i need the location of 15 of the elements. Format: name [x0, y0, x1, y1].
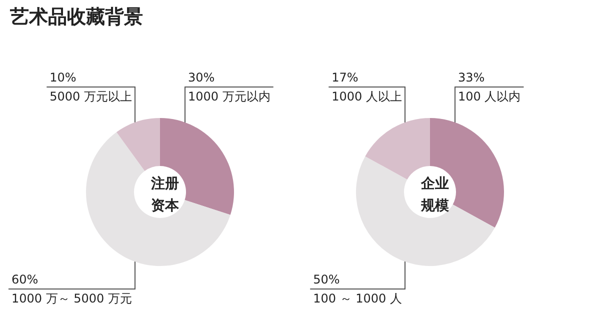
- data-label: 17%: [332, 70, 358, 84]
- data-label: 10%: [50, 70, 76, 84]
- slice-label: 5000 万元以上: [50, 90, 132, 104]
- slice-label: 100 人以内: [458, 90, 521, 104]
- text: 企业规模: [420, 176, 450, 214]
- chart-title: 艺术品收藏背景: [10, 5, 143, 30]
- slice-label: 1000 万～ 5000 万元: [11, 292, 132, 306]
- text: 注册资本: [150, 175, 180, 214]
- slice-label: 1000 万元以内: [188, 90, 270, 104]
- slice-label: 100 ～ 1000 人: [313, 292, 402, 306]
- data-label: 33%: [458, 70, 485, 84]
- data-label: 50%: [313, 272, 340, 286]
- data-label: 30%: [188, 70, 215, 84]
- data-label: 60%: [11, 272, 38, 286]
- slice-label: 1000 人以上: [332, 90, 402, 104]
